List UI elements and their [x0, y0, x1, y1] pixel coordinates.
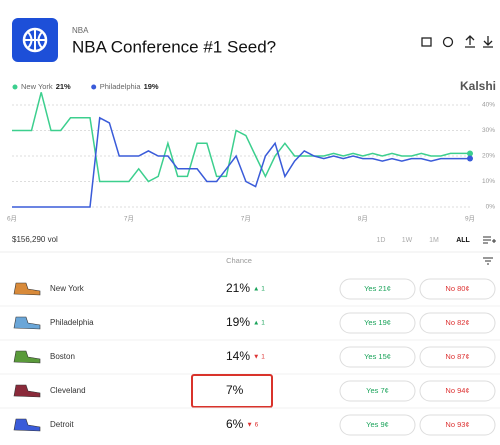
no-label[interactable]: No 87¢ — [445, 352, 469, 361]
series-line — [12, 92, 470, 183]
legend-value: 21% — [56, 82, 71, 91]
yes-label[interactable]: Yes 7¢ — [366, 386, 389, 395]
toolbar-icons[interactable] — [421, 35, 493, 48]
legend-dot — [91, 84, 97, 90]
download-icon[interactable] — [483, 36, 493, 48]
x-tick-label: 7月 — [241, 215, 251, 223]
yes-label[interactable]: Yes 21¢ — [364, 284, 391, 293]
y-tick-label: 40% — [482, 102, 495, 109]
yes-label[interactable]: Yes 9¢ — [366, 420, 389, 429]
no-label[interactable]: No 82¢ — [445, 318, 469, 327]
series-line — [12, 116, 470, 208]
change: ▼ 6 — [246, 422, 258, 429]
page-title: NBA Conference #1 Seed? — [72, 37, 276, 56]
y-tick-label: 30% — [482, 127, 495, 134]
no-button[interactable] — [419, 312, 496, 334]
legend-label: Philadelphia — [100, 82, 142, 91]
yes-label[interactable]: Yes 15¢ — [364, 352, 391, 361]
share-icon[interactable] — [465, 35, 475, 48]
change: ▼ 1 — [253, 354, 265, 361]
chance: 7% — [226, 383, 244, 397]
chance: 21% — [226, 281, 250, 295]
team-name: Cleveland — [50, 386, 86, 395]
range-button[interactable]: 1W — [402, 237, 413, 244]
yes-button[interactable] — [339, 278, 416, 300]
x-tick-label: 9月 — [465, 215, 475, 223]
legend-value: 19% — [144, 82, 159, 91]
range-button[interactable]: 1D — [377, 237, 386, 244]
sort-icon[interactable] — [483, 257, 493, 265]
range-button[interactable]: 1M — [429, 237, 439, 244]
volume: $156,290 vol — [12, 235, 58, 244]
yes-button[interactable] — [339, 312, 416, 334]
column-header: Chance — [226, 256, 252, 265]
brand: Kalshi — [460, 79, 496, 93]
end-dot — [467, 155, 473, 162]
comment-icon[interactable] — [442, 36, 454, 48]
change: ▲ 1 — [253, 286, 265, 293]
end-dot — [467, 150, 473, 157]
team-icon — [13, 384, 41, 398]
legend-label: New York — [21, 82, 53, 91]
team-icon — [13, 316, 41, 330]
no-button[interactable] — [419, 414, 496, 436]
change: ▲ 1 — [253, 320, 265, 327]
team-icon — [13, 282, 41, 296]
x-tick-label: 8月 — [358, 215, 368, 223]
no-button[interactable] — [419, 346, 496, 368]
yes-button[interactable] — [339, 414, 416, 436]
team-icon — [13, 350, 41, 364]
team-name: New York — [50, 284, 85, 293]
team-icon — [13, 418, 41, 432]
no-label[interactable]: No 93¢ — [445, 420, 469, 429]
yes-button[interactable] — [339, 380, 416, 402]
yes-label[interactable]: Yes 19¢ — [364, 318, 391, 327]
team-name: Philadelphia — [50, 318, 94, 327]
chance: 14% — [226, 349, 250, 363]
ball-lines — [24, 29, 46, 51]
team-name: Boston — [50, 352, 75, 361]
highlight-box — [191, 374, 273, 408]
y-tick-label: 0% — [486, 204, 496, 211]
no-label[interactable]: No 80¢ — [445, 284, 469, 293]
y-tick-label: 10% — [482, 178, 495, 185]
range-button[interactable]: ALL — [456, 237, 470, 244]
legend-dot — [12, 84, 18, 90]
team-name: Detroit — [50, 420, 74, 429]
no-button[interactable] — [419, 278, 496, 300]
x-tick-label: 6月 — [7, 215, 17, 223]
calendar-icon[interactable] — [421, 37, 432, 47]
category: NBA — [72, 26, 89, 35]
y-tick-label: 20% — [482, 153, 495, 160]
settings-icon[interactable] — [483, 236, 496, 244]
no-label[interactable]: No 94¢ — [445, 386, 469, 395]
chance: 19% — [226, 315, 250, 329]
chance: 6% — [226, 417, 244, 431]
yes-button[interactable] — [339, 346, 416, 368]
x-tick-label: 7月 — [124, 215, 134, 223]
no-button[interactable] — [419, 380, 496, 402]
